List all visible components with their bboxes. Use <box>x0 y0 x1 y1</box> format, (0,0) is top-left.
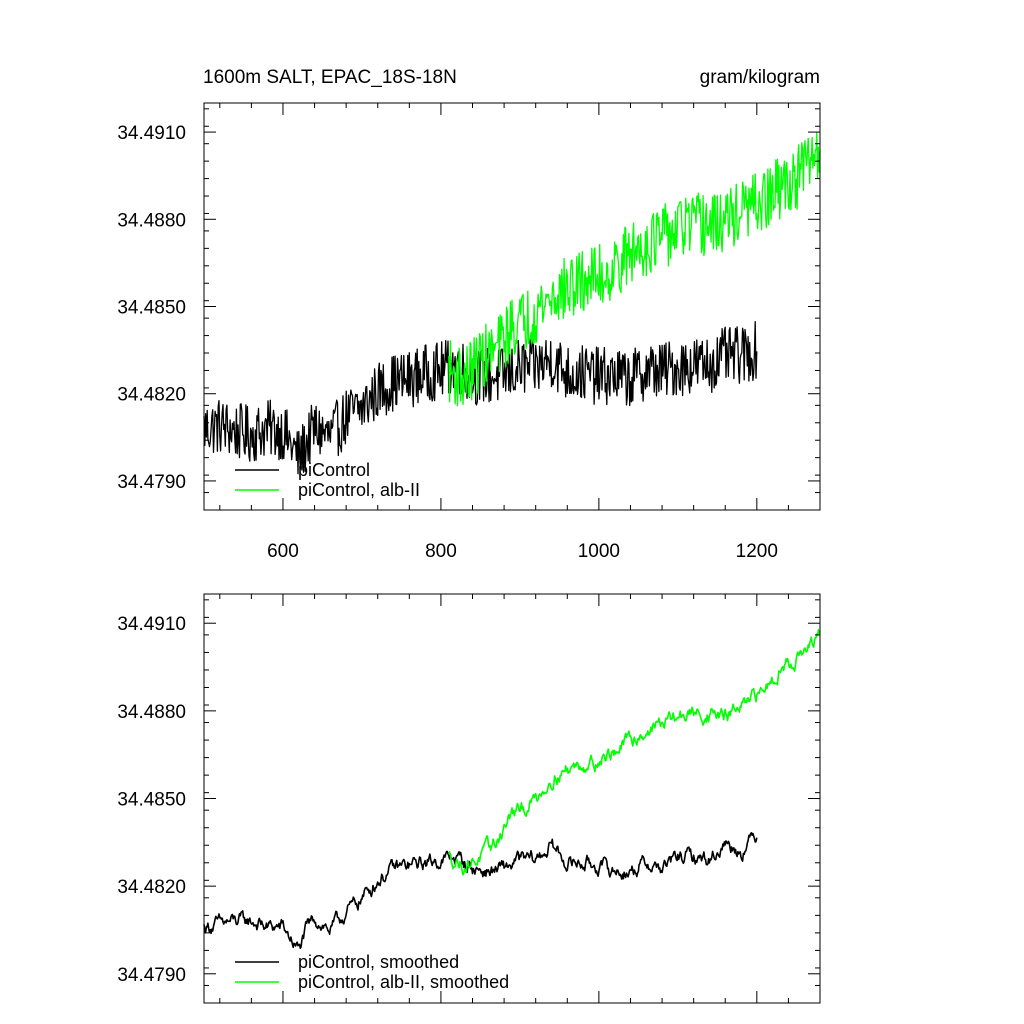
bottom-y-axis: 34.4910 34.4880 34.4850 34.4820 34.4790 <box>117 599 820 1004</box>
bottom-legend: piControl, smoothed piControl, alb-II, s… <box>235 952 509 992</box>
bottom-series-group <box>203 628 821 950</box>
bottom-series-line-0 <box>203 831 758 950</box>
bottom-y-tick-label: 34.4850 <box>117 790 186 811</box>
bottom-panel: 34.4910 34.4880 34.4850 34.4820 34.4790 piCo… <box>117 593 821 1004</box>
top-series-group <box>203 132 821 475</box>
top-legend-label-alb-ii: piControl, alb-II <box>298 480 420 500</box>
bottom-legend-label-alb-ii-smoothed: piControl, alb-II, smoothed <box>298 972 509 992</box>
bottom-y-tick-label: 34.4910 <box>117 614 186 635</box>
top-panel: 1600m SALT, EPAC_18S-18N gram/kilogram 3… <box>117 67 821 562</box>
top-legend-label-picontrol: piControl <box>298 460 370 480</box>
top-y-tick-label: 34.4880 <box>117 210 186 231</box>
top-y-tick-label: 34.4790 <box>117 472 186 493</box>
top-series-line-1 <box>448 132 821 407</box>
top-x-tick-label: 800 <box>425 541 457 562</box>
bottom-x-axis <box>219 594 821 1003</box>
top-y-tick-label: 34.4850 <box>117 298 186 319</box>
bottom-legend-label-picontrol-smoothed: piControl, smoothed <box>298 952 459 972</box>
bottom-series-line-1 <box>448 628 821 876</box>
bottom-y-tick-label: 34.4880 <box>117 702 186 723</box>
top-x-tick-label: 1000 <box>578 541 620 562</box>
top-legend: piControl piControl, alb-II <box>235 460 420 500</box>
top-x-axis: 600 800 1000 1200 <box>219 103 821 562</box>
bottom-plot-frame <box>203 593 821 1004</box>
top-x-tick-label: 600 <box>267 541 299 562</box>
top-y-axis: 34.4910 34.4880 34.4850 34.4820 34.4790 <box>117 108 820 511</box>
top-y-tick-label: 34.4820 <box>117 385 186 406</box>
top-panel-units: gram/kilogram <box>700 67 820 88</box>
bottom-y-tick-label: 34.4820 <box>117 877 186 898</box>
top-panel-title: 1600m SALT, EPAC_18S-18N <box>203 67 457 88</box>
top-x-tick-label: 1200 <box>736 541 778 562</box>
bottom-y-tick-label: 34.4790 <box>117 965 186 986</box>
top-y-tick-label: 34.4910 <box>117 123 186 144</box>
